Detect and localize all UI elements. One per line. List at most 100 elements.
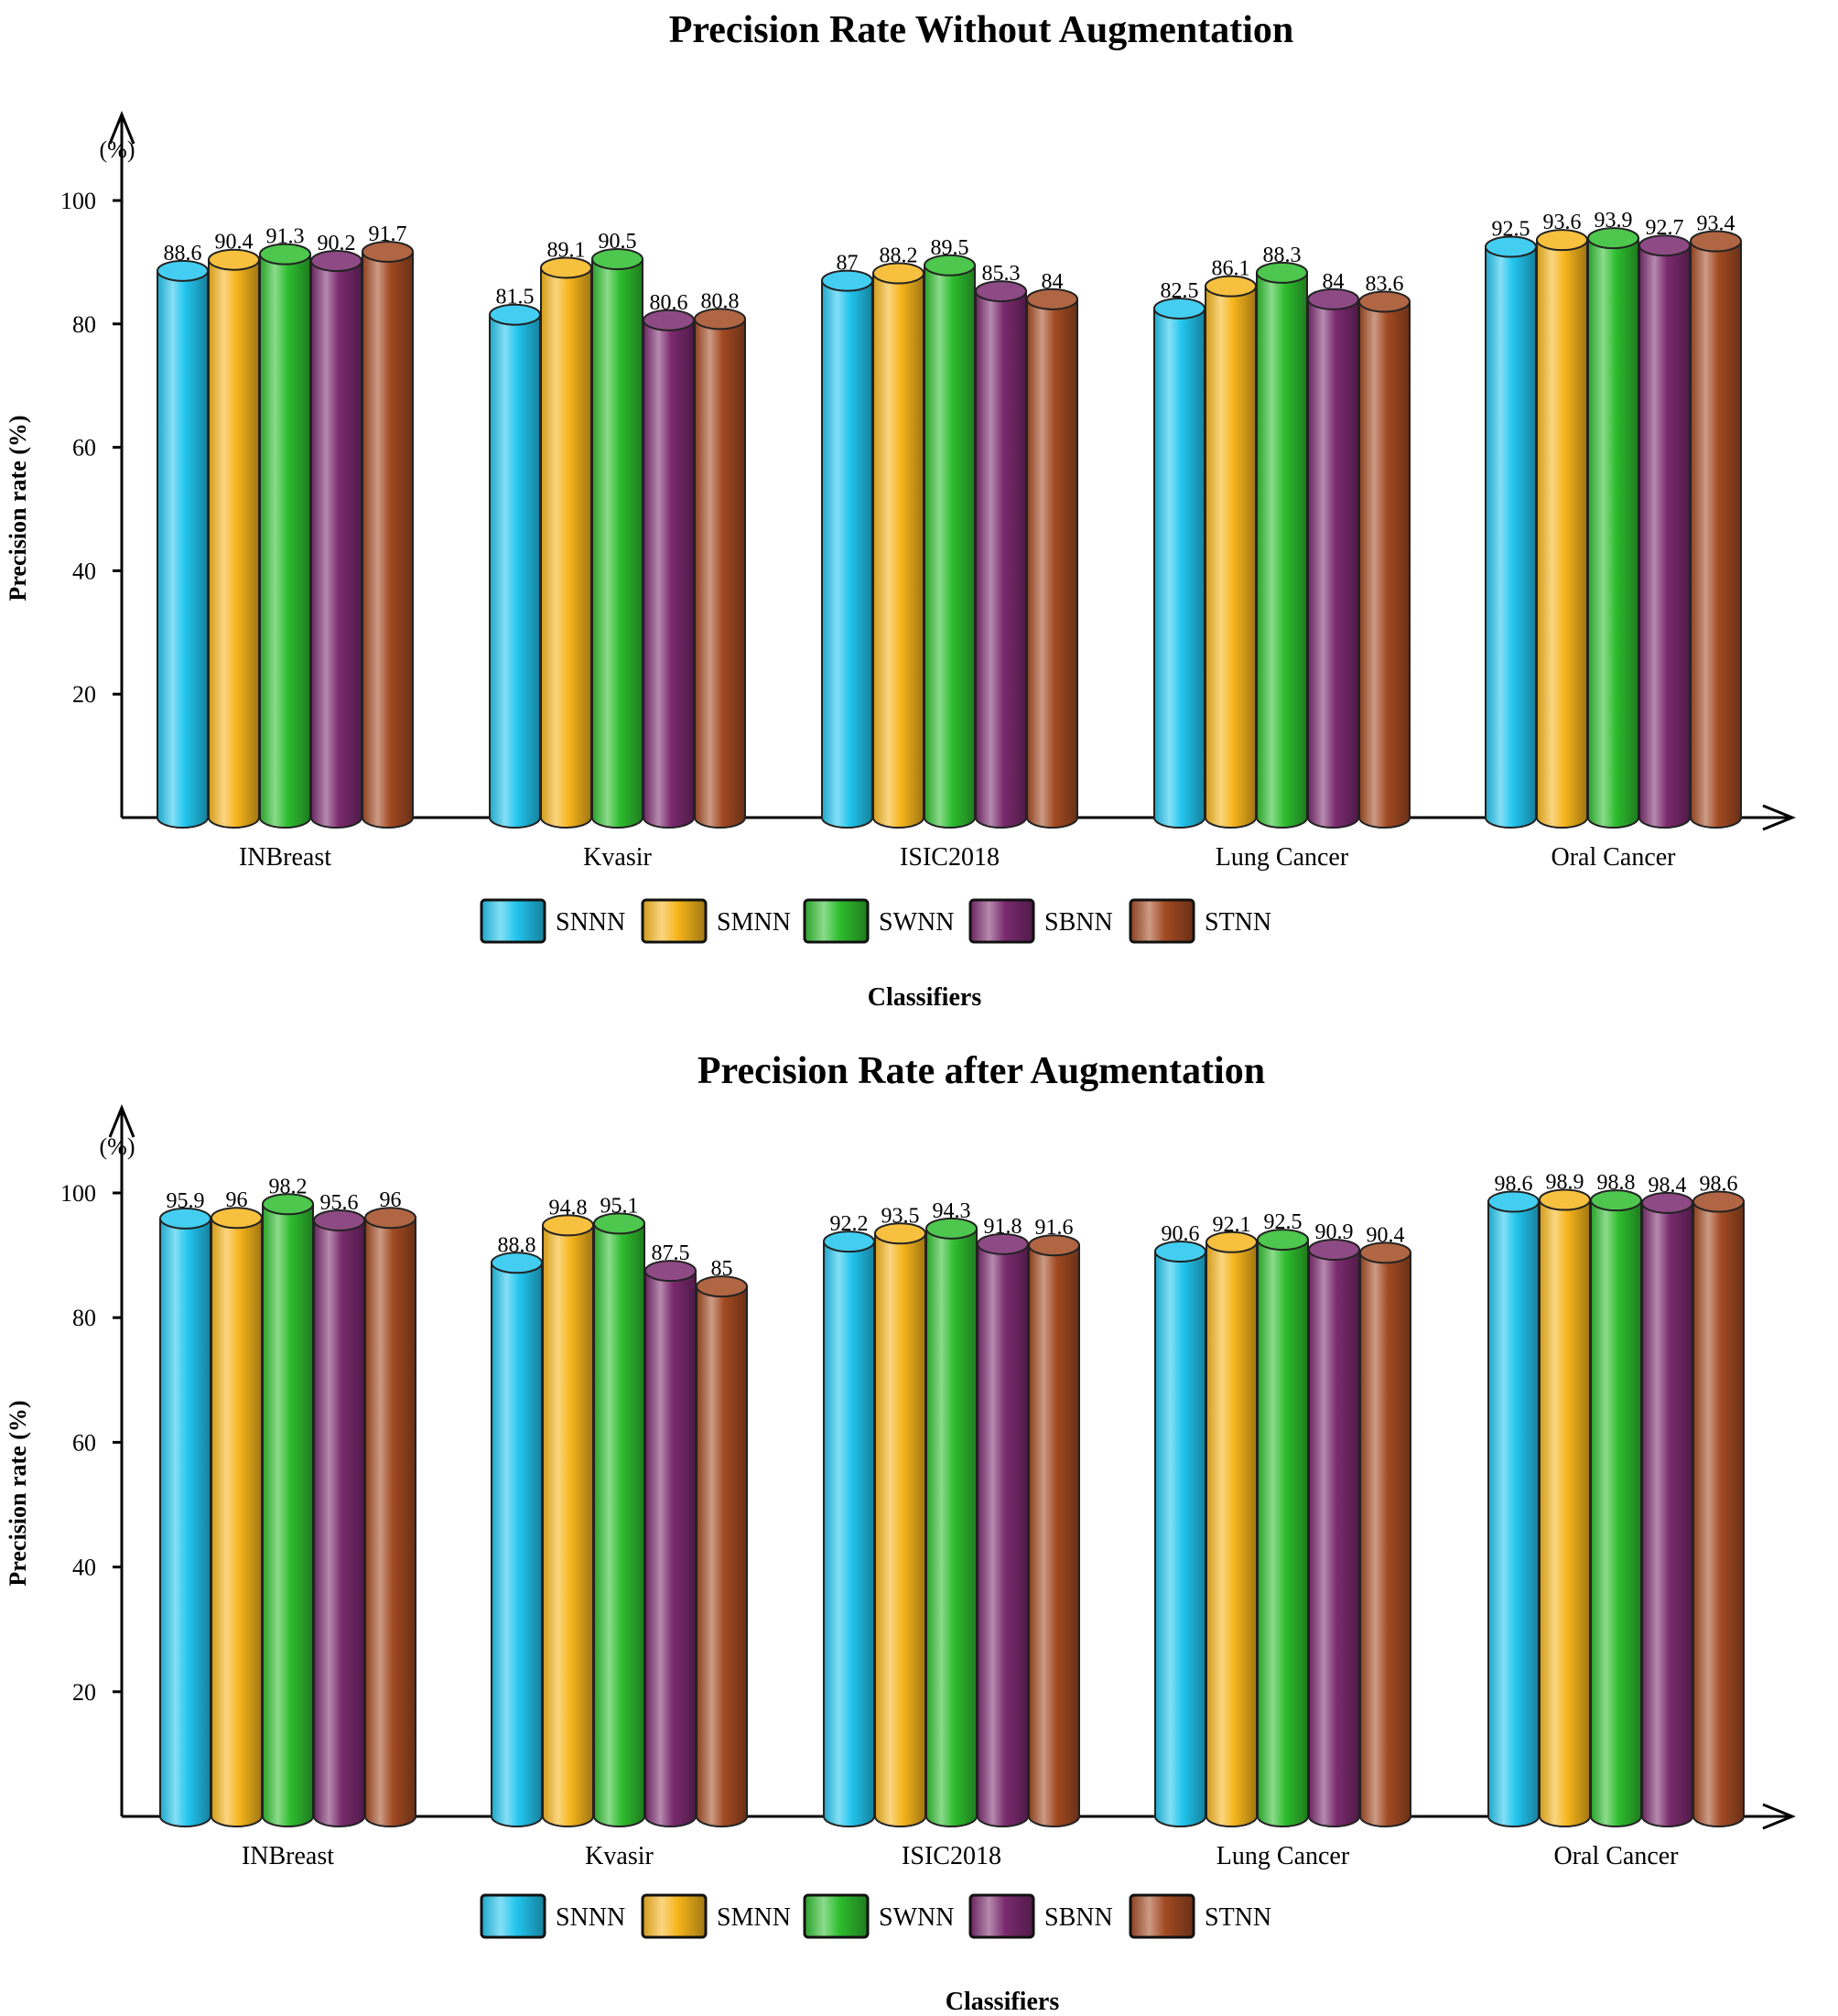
data-label: 94.3 <box>933 1199 971 1223</box>
data-label: 88.8 <box>498 1233 536 1257</box>
bar-body <box>313 1219 365 1827</box>
data-label: 89.5 <box>931 236 969 260</box>
legend-label: STNN <box>1205 1903 1271 1932</box>
data-label: 92.7 <box>1646 216 1684 240</box>
x-tick-label: ISIC2018 <box>900 843 1000 872</box>
bar-body <box>1536 239 1588 829</box>
bar-body <box>1487 1200 1540 1827</box>
axes: 20 40 60 80 100 INBreast Kvasir ISIC2018 Lung Ca… <box>60 1104 1796 1870</box>
x-tick-label: Lung Cancer <box>1216 843 1349 872</box>
bar-top <box>1028 1234 1080 1257</box>
data-label: 82.5 <box>1161 279 1199 303</box>
data-label: 87 <box>837 252 859 276</box>
x-axis-arrow <box>1762 1803 1796 1830</box>
bar-top <box>1307 287 1359 310</box>
data-label: 80.8 <box>701 289 740 313</box>
x-axis-label: Classifiers <box>868 983 982 1008</box>
bar-body <box>1641 1201 1693 1827</box>
data-label: 83.6 <box>1366 273 1404 297</box>
bar <box>259 243 311 829</box>
legend-item: SNNN <box>480 898 625 944</box>
data-label: 92.2 <box>830 1212 869 1236</box>
x-tick-label: Oral Cancer <box>1553 1842 1679 1870</box>
bar-body <box>977 1242 1029 1827</box>
bar-top <box>259 243 311 266</box>
data-label: 84 <box>1042 270 1064 294</box>
bar <box>1358 290 1411 829</box>
bar-top <box>1257 1229 1309 1252</box>
y-axis-unit: (%) <box>100 1133 135 1160</box>
bar <box>540 256 592 829</box>
x-tick-label: INBreast <box>242 1842 334 1870</box>
bar-top <box>1026 287 1078 310</box>
data-label: 88.6 <box>164 242 202 266</box>
bar-body <box>1205 285 1257 829</box>
legend-label: SMNN <box>717 1903 791 1932</box>
legend-swatch <box>641 898 708 944</box>
data-label: 88.3 <box>1263 244 1302 267</box>
legend-label: SNNN <box>556 908 625 937</box>
data-label: 85.3 <box>982 262 1021 286</box>
chart-svg: Precision Rate after Augmentation (%) Pr… <box>5 1050 1796 2016</box>
legend-swatch <box>803 898 870 944</box>
bar-top <box>644 1260 697 1283</box>
bar-body <box>1206 1241 1258 1827</box>
bar <box>262 1193 314 1827</box>
bar <box>593 1212 645 1827</box>
bar <box>1256 261 1308 829</box>
data-label: 90.4 <box>1367 1223 1405 1247</box>
bar-body <box>1153 307 1206 829</box>
bar-body <box>489 313 541 829</box>
bar <box>1359 1241 1411 1827</box>
y-tick-label: 40 <box>72 1555 96 1581</box>
data-label: 84 <box>1323 270 1345 294</box>
bar-top <box>696 1275 748 1298</box>
bar-body <box>591 258 643 829</box>
bar-top <box>975 280 1027 303</box>
y-axis-label: Precision rate (%) <box>5 1400 31 1586</box>
data-label: 93.6 <box>1543 211 1582 234</box>
data-label: 91.3 <box>266 225 305 249</box>
bar-top <box>262 1193 314 1216</box>
x-tick-label: Kvasir <box>583 843 652 872</box>
bar-body <box>1638 244 1691 829</box>
data-label: 80.6 <box>650 291 688 315</box>
bar-body <box>821 279 873 829</box>
bar-top <box>593 1212 645 1235</box>
data-label: 92.5 <box>1264 1210 1303 1234</box>
legend-item: SNNN <box>480 1893 625 1939</box>
bar <box>1641 1191 1693 1827</box>
bar-body <box>262 1203 314 1827</box>
bar-body <box>1026 298 1078 829</box>
data-label: 93.5 <box>881 1204 920 1228</box>
bar-body <box>1587 237 1639 829</box>
bar <box>157 259 209 829</box>
legend-label: SBNN <box>1044 908 1113 937</box>
bar-top <box>1359 1241 1411 1264</box>
bar-body <box>1359 1252 1411 1827</box>
data-label: 98.8 <box>1597 1171 1636 1195</box>
legend-label: SWNN <box>879 1903 954 1932</box>
data-label: 98.9 <box>1546 1170 1584 1194</box>
bar-body <box>823 1241 875 1827</box>
bar <box>1690 230 1742 829</box>
bar <box>872 262 924 829</box>
bar <box>977 1232 1029 1827</box>
bar-top <box>977 1232 1029 1255</box>
chart-precision-after-augmentation: Precision Rate after Augmentation (%) Pr… <box>0 1008 1838 2016</box>
data-label: 98.4 <box>1649 1174 1687 1198</box>
bar <box>542 1214 594 1827</box>
y-tick-label: 100 <box>60 188 96 214</box>
x-tick-label: Lung Cancer <box>1216 1842 1350 1870</box>
bar <box>1308 1238 1360 1827</box>
bar-body <box>874 1232 926 1827</box>
bar-top <box>1690 230 1742 253</box>
data-label: 88.2 <box>880 244 918 268</box>
y-tick-label: 80 <box>72 311 96 338</box>
bar <box>1206 1230 1258 1827</box>
chart-precision-without-augmentation: Precision Rate Without Augmentation (%) … <box>5 9 1796 1008</box>
y-tick-label: 20 <box>72 1679 96 1706</box>
bar <box>491 1252 543 1827</box>
bar-top <box>1692 1190 1745 1213</box>
data-label: 98.2 <box>269 1175 308 1198</box>
